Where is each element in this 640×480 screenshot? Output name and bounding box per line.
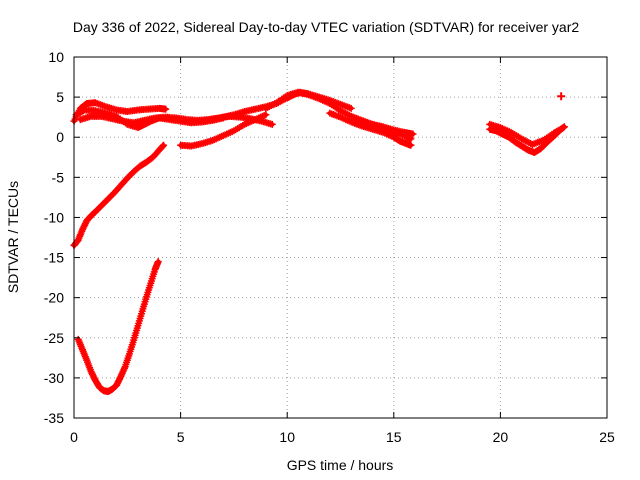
y-tick-label: 10 xyxy=(48,49,64,65)
chart-title: Day 336 of 2022, Sidereal Day-to-day VTE… xyxy=(73,19,579,35)
y-axis-label: SDTVAR / TECUs xyxy=(5,181,21,293)
series-arc-d xyxy=(177,111,270,150)
x-tick-label: 10 xyxy=(279,429,295,445)
series-arc-h xyxy=(347,112,417,138)
y-tick-label: -15 xyxy=(44,250,64,266)
x-tick-label: 15 xyxy=(386,429,402,445)
data-point xyxy=(162,105,170,113)
y-tick-label: -5 xyxy=(52,169,65,185)
data-point xyxy=(407,141,415,149)
data-point xyxy=(160,141,168,149)
data-point xyxy=(558,124,566,132)
data-point xyxy=(347,104,355,112)
x-tick-label: 25 xyxy=(599,429,615,445)
y-tick-label: -35 xyxy=(44,410,64,426)
series-outlier xyxy=(557,92,566,101)
data-point xyxy=(154,258,162,266)
x-tick-label: 0 xyxy=(70,429,78,445)
x-axis-label: GPS time / hours xyxy=(287,457,394,473)
data-point xyxy=(557,92,566,101)
y-tick-label: -25 xyxy=(44,330,64,346)
x-tick-label: 5 xyxy=(177,429,185,445)
y-tick-label: -10 xyxy=(44,209,64,225)
y-tick-label: -20 xyxy=(44,290,64,306)
x-tick-label: 20 xyxy=(493,429,509,445)
data-point xyxy=(557,125,565,133)
series-arc-late-b xyxy=(486,120,566,148)
series-arc-g xyxy=(326,109,415,149)
axes: 0 5 10 15 20 25 -35 -30 -25 -20 -15 -10 -5 0 5 10 xyxy=(44,49,615,445)
y-tick-label: -30 xyxy=(44,370,64,386)
series-arc-low xyxy=(74,258,162,396)
y-tick-label: 5 xyxy=(56,89,64,105)
y-tick-label: 0 xyxy=(56,129,64,145)
data-point xyxy=(268,120,276,128)
data-points xyxy=(70,88,568,396)
plot-frame xyxy=(73,56,608,419)
data-point xyxy=(409,130,417,138)
series-arc-rising xyxy=(70,141,168,250)
data-point xyxy=(262,111,270,119)
